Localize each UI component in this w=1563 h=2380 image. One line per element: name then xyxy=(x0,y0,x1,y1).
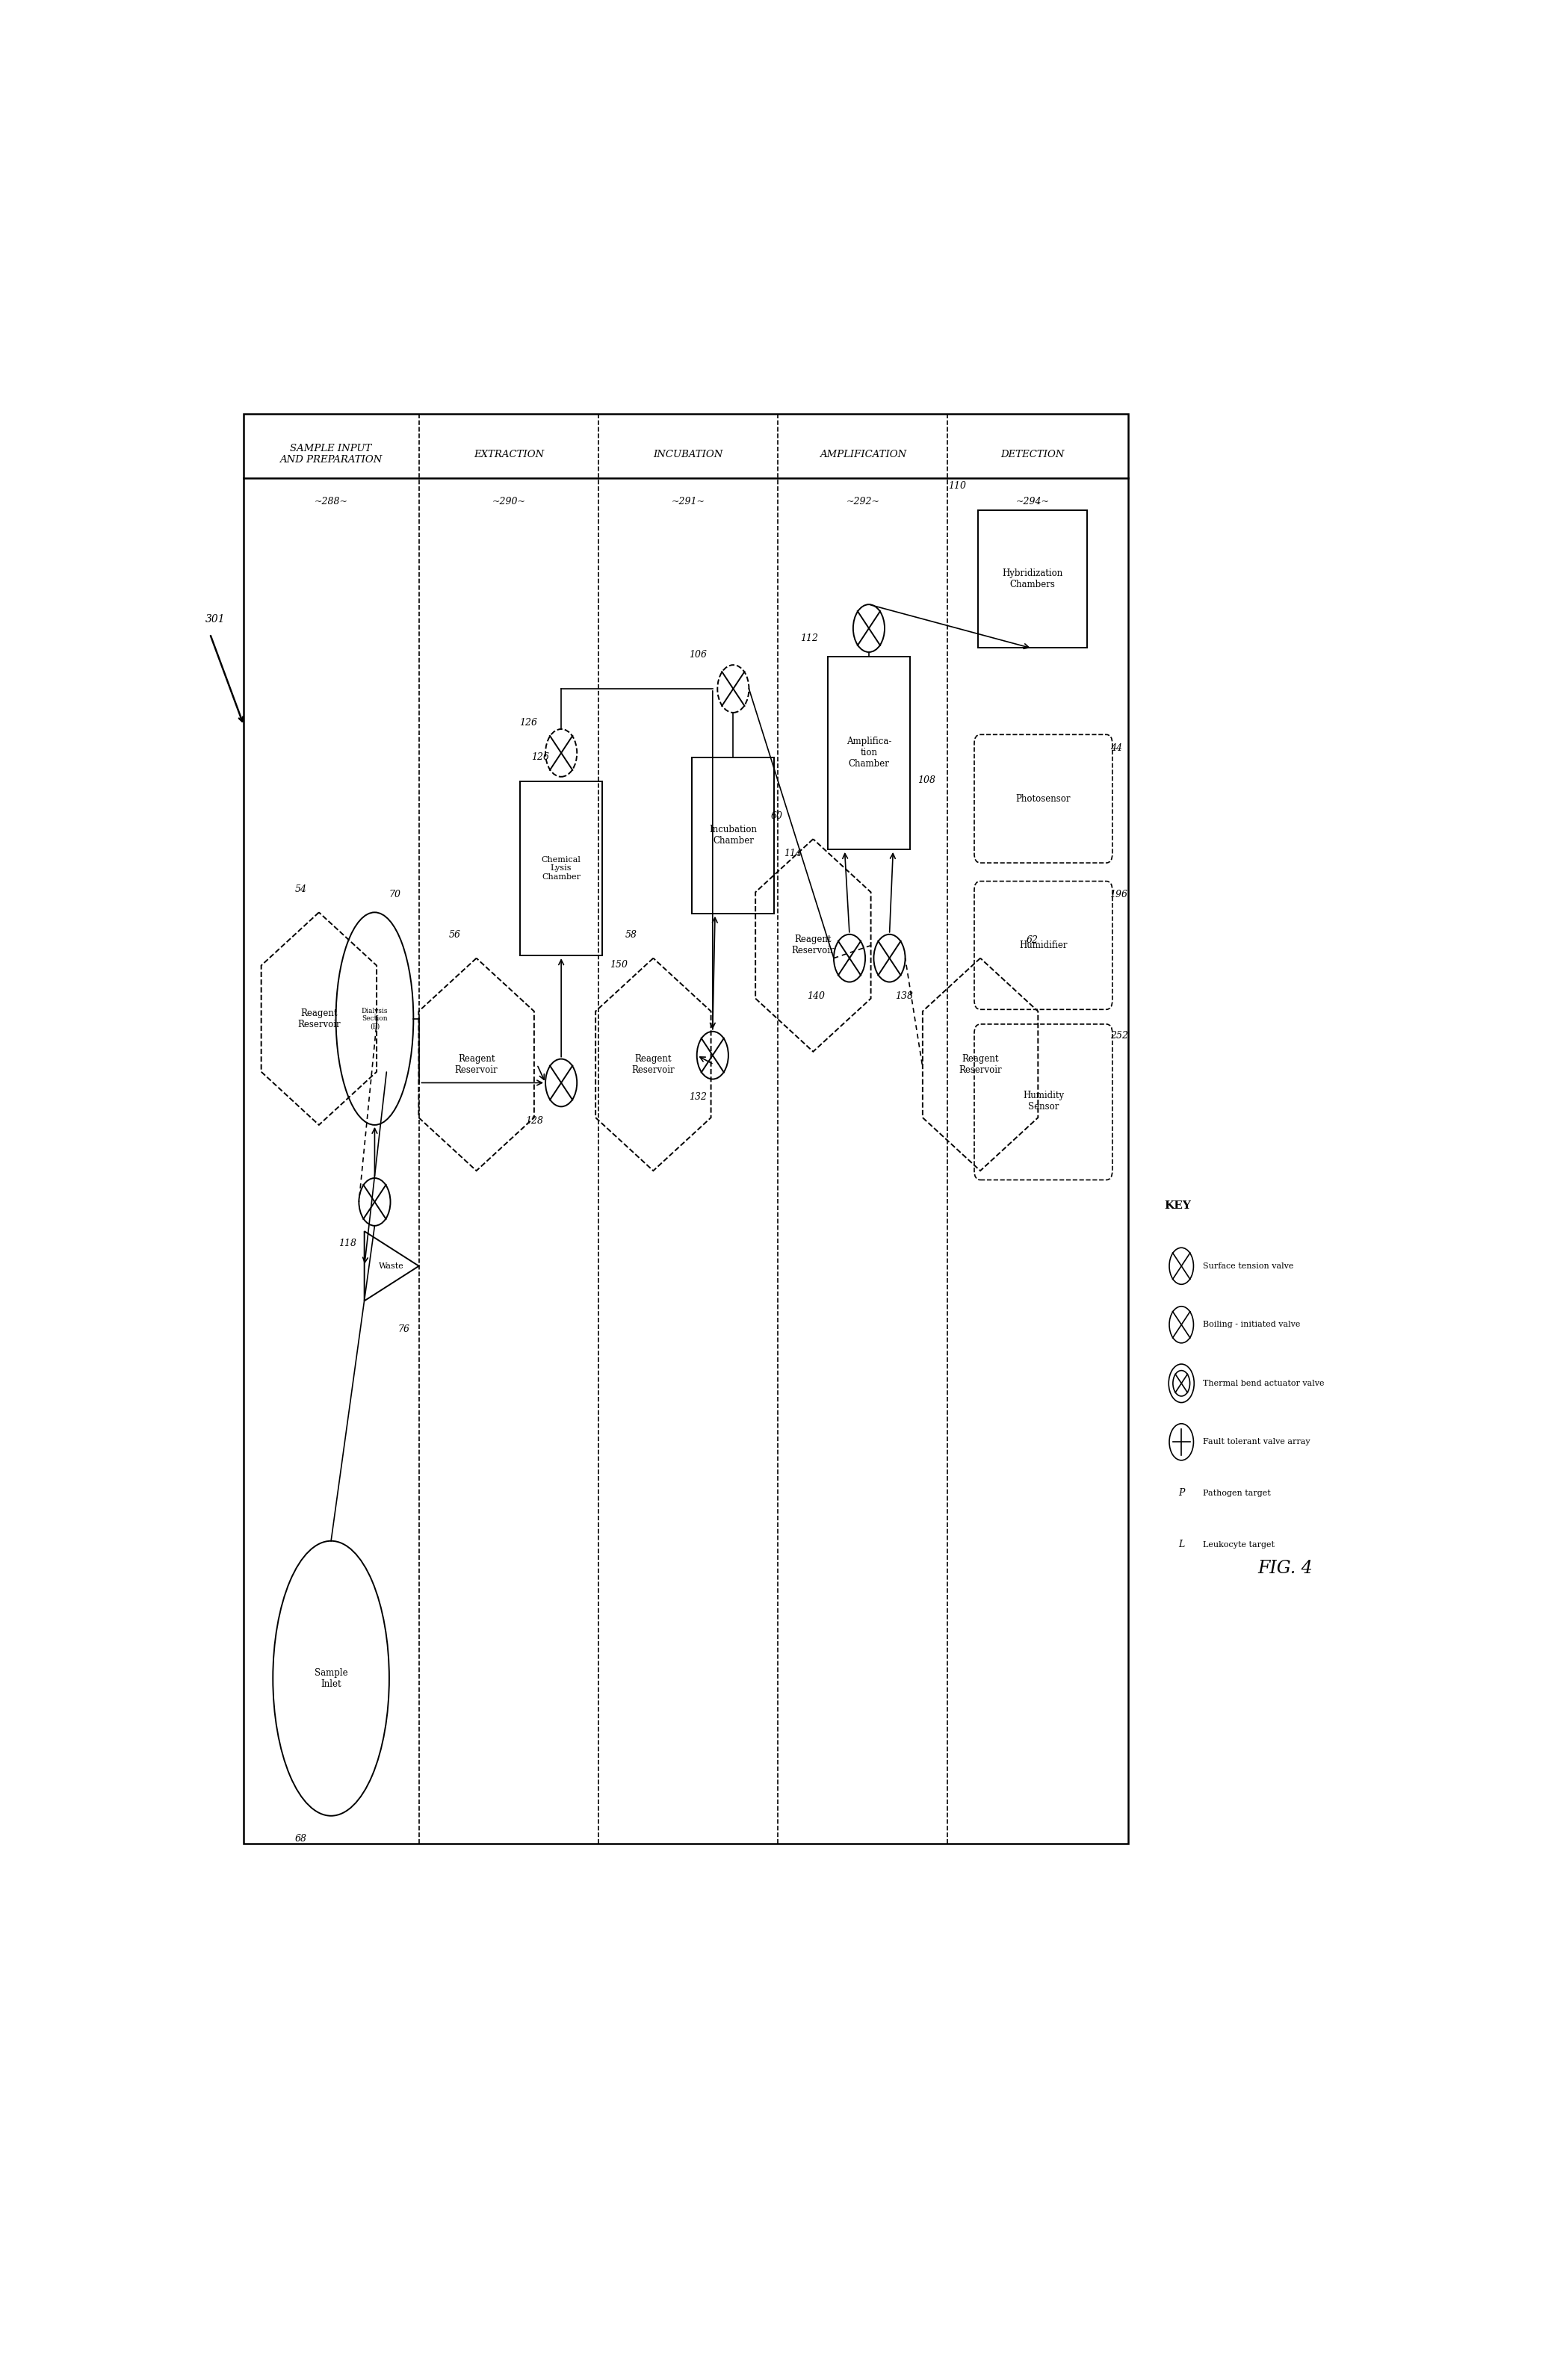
Text: Humidity
Sensor: Humidity Sensor xyxy=(1022,1090,1064,1111)
Text: 62: 62 xyxy=(1027,935,1038,945)
Text: P: P xyxy=(1179,1488,1185,1497)
Text: 112: 112 xyxy=(800,633,817,643)
Text: 58: 58 xyxy=(625,931,638,940)
Text: Reagent
Reservoir: Reagent Reservoir xyxy=(791,935,835,957)
Text: Amplifica-
tion
Chamber: Amplifica- tion Chamber xyxy=(846,738,891,769)
Text: 252: 252 xyxy=(1110,1031,1128,1040)
Text: Reagent
Reservoir: Reagent Reservoir xyxy=(455,1054,499,1076)
Text: Reagent
Reservoir: Reagent Reservoir xyxy=(297,1009,341,1028)
Text: 132: 132 xyxy=(689,1092,706,1102)
Text: EXTRACTION: EXTRACTION xyxy=(474,450,544,459)
Text: INCUBATION: INCUBATION xyxy=(653,450,724,459)
Text: FIG. 4: FIG. 4 xyxy=(1258,1559,1313,1578)
Text: 44: 44 xyxy=(1110,743,1122,752)
Text: 70: 70 xyxy=(389,890,402,900)
Text: Waste: Waste xyxy=(378,1261,405,1271)
Bar xyxy=(244,414,1128,1842)
Text: Leukocyte target: Leukocyte target xyxy=(1204,1540,1275,1549)
Text: Photosensor: Photosensor xyxy=(1016,795,1071,804)
Text: Surface tension valve: Surface tension valve xyxy=(1204,1261,1294,1271)
Text: 56: 56 xyxy=(449,931,461,940)
Text: 150: 150 xyxy=(610,959,628,969)
Text: 114: 114 xyxy=(785,850,802,859)
Text: AMPLIFICATION: AMPLIFICATION xyxy=(819,450,907,459)
Text: 108: 108 xyxy=(917,776,935,785)
Text: 118: 118 xyxy=(339,1238,356,1247)
Text: Pathogen target: Pathogen target xyxy=(1204,1490,1271,1497)
Bar xyxy=(520,781,602,954)
Text: 138: 138 xyxy=(896,990,913,1002)
Text: SAMPLE INPUT
AND PREPARATION: SAMPLE INPUT AND PREPARATION xyxy=(280,443,383,464)
Text: L: L xyxy=(1179,1540,1185,1549)
Text: ~288~: ~288~ xyxy=(314,497,349,507)
Text: Reagent
Reservoir: Reagent Reservoir xyxy=(958,1054,1002,1076)
Text: ~291~: ~291~ xyxy=(672,497,705,507)
Text: Boiling - initiated valve: Boiling - initiated valve xyxy=(1204,1321,1300,1328)
Text: 196: 196 xyxy=(1110,890,1128,900)
Text: Incubation
Chamber: Incubation Chamber xyxy=(710,826,756,845)
Text: 301: 301 xyxy=(205,614,225,624)
Text: 60: 60 xyxy=(771,812,783,821)
Text: 68: 68 xyxy=(295,1835,306,1845)
Text: 128: 128 xyxy=(525,1116,542,1126)
Bar xyxy=(692,757,774,914)
Text: Fault tolerant valve array: Fault tolerant valve array xyxy=(1204,1438,1310,1445)
Text: Sample
Inlet: Sample Inlet xyxy=(314,1668,347,1690)
Text: Reagent
Reservoir: Reagent Reservoir xyxy=(631,1054,675,1076)
Text: Hybridization
Chambers: Hybridization Chambers xyxy=(1002,569,1063,590)
Text: 126: 126 xyxy=(519,716,538,728)
Text: Chemical
Lysis
Chamber: Chemical Lysis Chamber xyxy=(541,857,581,881)
Text: ~292~: ~292~ xyxy=(846,497,880,507)
Text: 54: 54 xyxy=(295,885,306,895)
Bar xyxy=(828,657,910,850)
Text: 110: 110 xyxy=(947,481,966,490)
Text: Thermal bend actuator valve: Thermal bend actuator valve xyxy=(1204,1380,1324,1388)
Text: 126: 126 xyxy=(531,752,549,762)
Text: ~294~: ~294~ xyxy=(1016,497,1049,507)
Text: 76: 76 xyxy=(397,1326,410,1335)
Bar xyxy=(978,509,1086,647)
Text: Dialysis
Section
(P): Dialysis Section (P) xyxy=(361,1007,388,1031)
Text: 140: 140 xyxy=(808,990,825,1002)
Text: ~290~: ~290~ xyxy=(492,497,525,507)
Text: DETECTION: DETECTION xyxy=(1000,450,1064,459)
Text: 106: 106 xyxy=(689,650,706,659)
Text: Humidifier: Humidifier xyxy=(1019,940,1068,950)
Text: KEY: KEY xyxy=(1164,1200,1191,1211)
